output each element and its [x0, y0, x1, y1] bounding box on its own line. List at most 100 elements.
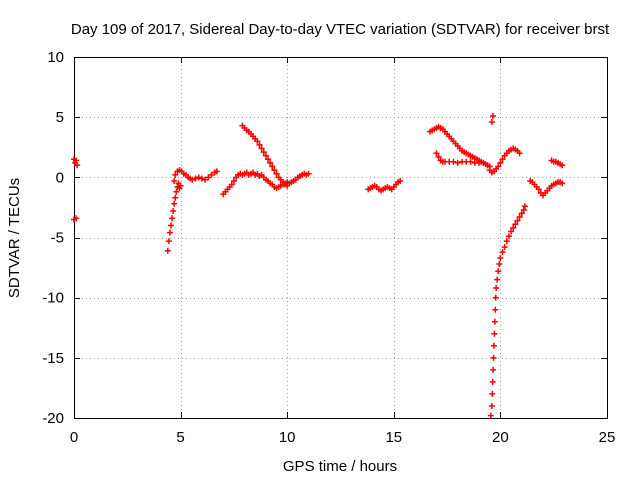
- x-tick-label: 25: [599, 429, 616, 446]
- y-tick-label: 5: [56, 109, 64, 126]
- data-point: [195, 174, 202, 181]
- data-point: [435, 153, 442, 160]
- data-point: [305, 170, 312, 177]
- data-point: [397, 177, 404, 184]
- series-descent-8-10: [239, 122, 291, 189]
- data-point: [173, 188, 180, 195]
- data-point: [254, 138, 261, 145]
- data-point: [489, 112, 496, 119]
- data-point: [521, 203, 528, 210]
- data-point: [559, 180, 566, 187]
- data-point: [165, 238, 172, 245]
- data-point: [74, 162, 81, 169]
- data-point: [492, 306, 499, 313]
- data-point: [166, 229, 173, 236]
- chart-title: Day 109 of 2017, Sidereal Day-to-day VTE…: [71, 21, 610, 38]
- data-point: [267, 159, 274, 166]
- series-arc-8-11: [220, 169, 312, 198]
- y-tick-label: -20: [42, 410, 64, 427]
- data-marks: [71, 112, 566, 419]
- data-point: [489, 378, 496, 385]
- data-point: [490, 366, 497, 373]
- data-point: [520, 206, 527, 213]
- data-point: [454, 159, 461, 166]
- x-tick-label: 0: [70, 429, 78, 446]
- data-point: [484, 162, 491, 169]
- data-point: [198, 175, 205, 182]
- data-point: [230, 177, 237, 184]
- data-point: [189, 176, 196, 183]
- data-point: [171, 177, 178, 184]
- data-point: [269, 163, 276, 170]
- data-point: [499, 156, 506, 163]
- data-point: [489, 390, 496, 397]
- data-point: [503, 238, 510, 245]
- data-point: [73, 157, 80, 164]
- x-tick-label: 5: [176, 429, 184, 446]
- data-point: [559, 162, 566, 169]
- data-point: [490, 354, 497, 361]
- data-point: [467, 158, 474, 165]
- data-point: [271, 167, 278, 174]
- data-point: [491, 318, 498, 325]
- data-point: [508, 228, 515, 235]
- data-point: [495, 163, 502, 170]
- y-axis-label: SDTVAR / TECUs: [6, 178, 23, 298]
- data-point: [164, 247, 171, 254]
- x-tick-label: 20: [492, 429, 509, 446]
- data-point: [501, 244, 508, 251]
- data-point: [491, 330, 498, 337]
- series-hump-17-19: [427, 123, 493, 170]
- data-point: [262, 152, 269, 159]
- data-point: [433, 150, 440, 157]
- data-point: [493, 285, 500, 292]
- data-point: [228, 181, 235, 188]
- data-point: [169, 215, 176, 222]
- data-point: [516, 150, 523, 157]
- data-point: [514, 217, 521, 224]
- data-point: [73, 215, 80, 222]
- data-point: [497, 254, 504, 261]
- data-point: [487, 412, 494, 419]
- data-point: [258, 145, 265, 152]
- data-point: [480, 159, 487, 166]
- data-point: [192, 175, 199, 182]
- data-point: [510, 224, 517, 231]
- data-point: [496, 260, 503, 267]
- data-point: [516, 214, 523, 221]
- data-point: [497, 159, 504, 166]
- series-loop-19-21: [486, 112, 523, 176]
- data-point: [512, 221, 519, 228]
- x-axis-label: GPS time / hours: [283, 458, 397, 475]
- series-late-21-23: [527, 157, 566, 199]
- data-point: [172, 194, 179, 201]
- data-point: [260, 149, 267, 156]
- data-point: [172, 171, 179, 178]
- data-point: [491, 342, 498, 349]
- data-point: [168, 222, 175, 229]
- series-rise-to-zero: [164, 167, 220, 254]
- data-point: [170, 208, 177, 215]
- data-point: [273, 170, 280, 177]
- x-tick-label: 15: [385, 429, 402, 446]
- y-tick-label: -15: [42, 350, 64, 367]
- data-point: [284, 182, 291, 189]
- series-early-offsets: [71, 156, 81, 223]
- data-point: [494, 276, 501, 283]
- y-tick-label: 10: [47, 49, 64, 66]
- data-point: [492, 294, 499, 301]
- data-point: [488, 402, 495, 409]
- data-point: [488, 118, 495, 125]
- grid: [74, 57, 607, 418]
- data-point: [450, 158, 457, 165]
- data-point: [171, 200, 178, 207]
- data-point: [505, 233, 512, 240]
- axis-ticks: 0 5 10 15 20 25 -20 -15 -10 -5 0 5 10: [42, 49, 615, 446]
- data-point: [177, 182, 184, 189]
- data-point: [213, 168, 220, 175]
- data-point: [265, 156, 272, 163]
- data-point: [256, 141, 263, 148]
- data-point: [202, 176, 209, 183]
- data-point: [499, 248, 506, 255]
